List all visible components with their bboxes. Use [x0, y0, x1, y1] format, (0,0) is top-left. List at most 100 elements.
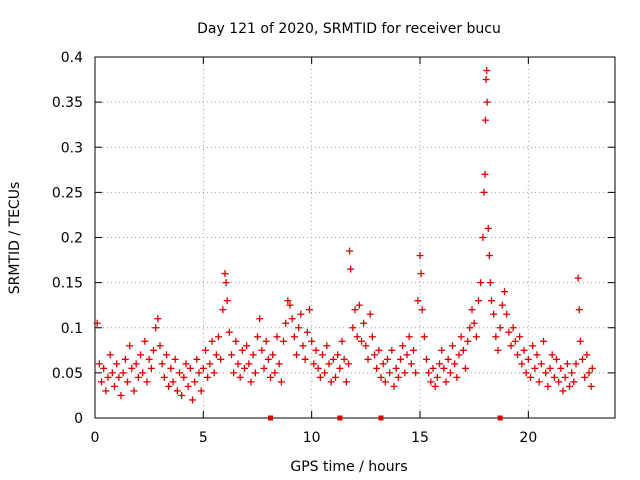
zero-marker: [268, 415, 273, 421]
data-point: [93, 319, 101, 327]
data-point: [316, 373, 324, 381]
data-point: [442, 378, 450, 386]
y-tick-label: 0.4: [61, 50, 83, 66]
data-point: [286, 301, 294, 309]
data-point: [366, 310, 374, 318]
data-point: [193, 355, 201, 363]
data-point: [117, 391, 125, 399]
data-point: [163, 351, 170, 359]
data-point: [195, 369, 203, 377]
data-point: [223, 297, 231, 305]
data-point: [111, 382, 118, 390]
data-point: [548, 351, 556, 359]
y-tick-label: 0.2: [61, 231, 83, 247]
data-point: [392, 364, 400, 372]
data-point: [303, 328, 311, 336]
zero-marker: [497, 415, 503, 421]
data-point: [482, 76, 490, 84]
data-point: [588, 364, 596, 372]
data-point: [457, 333, 465, 341]
data-point: [319, 351, 326, 359]
chart-title: Day 121 of 2020, SRMTID for receiver buc…: [197, 21, 501, 37]
data-point: [417, 270, 425, 278]
data-point: [288, 315, 296, 323]
data-point: [293, 351, 300, 359]
x-tick-label: 20: [519, 430, 537, 446]
data-point: [346, 247, 354, 255]
data-point: [321, 369, 329, 377]
data-point: [563, 360, 571, 368]
data-point: [338, 337, 346, 345]
data-point: [355, 301, 363, 309]
y-tick-label: 0.35: [52, 95, 83, 111]
data-point: [345, 360, 352, 368]
data-point: [206, 360, 214, 368]
data-point: [581, 373, 589, 381]
data-point: [433, 373, 441, 381]
data-point: [234, 360, 242, 368]
data-point: [251, 369, 259, 377]
data-point: [423, 355, 430, 363]
data-point: [537, 360, 545, 368]
data-point: [544, 382, 552, 390]
data-point: [520, 346, 528, 354]
data-point: [312, 346, 320, 354]
data-point: [371, 351, 378, 359]
data-point: [397, 355, 404, 363]
data-point: [230, 369, 238, 377]
data-point: [416, 252, 424, 260]
data-point: [189, 396, 196, 404]
data-point: [488, 297, 495, 305]
data-point: [254, 333, 261, 341]
data-point: [575, 306, 583, 314]
data-point: [290, 333, 298, 341]
data-point: [299, 342, 307, 350]
data-point: [394, 373, 402, 381]
data-point: [494, 346, 502, 354]
data-point: [446, 369, 454, 377]
data-point: [225, 328, 233, 336]
data-point: [215, 333, 222, 341]
data-point: [533, 351, 541, 359]
data-point: [269, 351, 277, 359]
data-point: [167, 364, 175, 372]
data-point: [480, 188, 488, 196]
data-point: [197, 387, 205, 395]
data-point: [349, 324, 357, 332]
data-point: [496, 324, 504, 332]
data-point: [585, 369, 593, 377]
data-point: [132, 360, 140, 368]
data-point: [184, 382, 192, 390]
y-axis-label: SRMTID / TECUs: [7, 182, 23, 295]
data-point: [139, 369, 147, 377]
data-point: [484, 224, 492, 232]
data-point: [121, 355, 129, 363]
data-point: [485, 252, 493, 260]
data-point: [236, 373, 244, 381]
data-point: [490, 310, 498, 318]
data-point: [95, 360, 103, 368]
data-point: [574, 274, 582, 282]
data-point: [464, 337, 472, 345]
y-tick-label: 0.15: [52, 276, 83, 292]
x-axis-label: GPS time / hours: [290, 459, 407, 475]
data-point: [314, 364, 322, 372]
data-point: [407, 360, 415, 368]
data-point: [264, 355, 272, 363]
data-point: [522, 369, 530, 377]
data-point: [329, 355, 337, 363]
data-point: [381, 378, 389, 386]
data-point: [158, 360, 166, 368]
data-point: [260, 364, 268, 372]
data-point: [553, 355, 560, 363]
data-point: [186, 364, 194, 372]
data-point: [222, 279, 230, 287]
data-point: [267, 373, 274, 381]
data-point: [221, 270, 229, 278]
data-point: [295, 324, 303, 332]
data-point: [453, 373, 461, 381]
data-point: [360, 319, 368, 327]
data-point: [403, 351, 411, 359]
data-point: [113, 360, 121, 368]
data-point: [143, 378, 151, 386]
